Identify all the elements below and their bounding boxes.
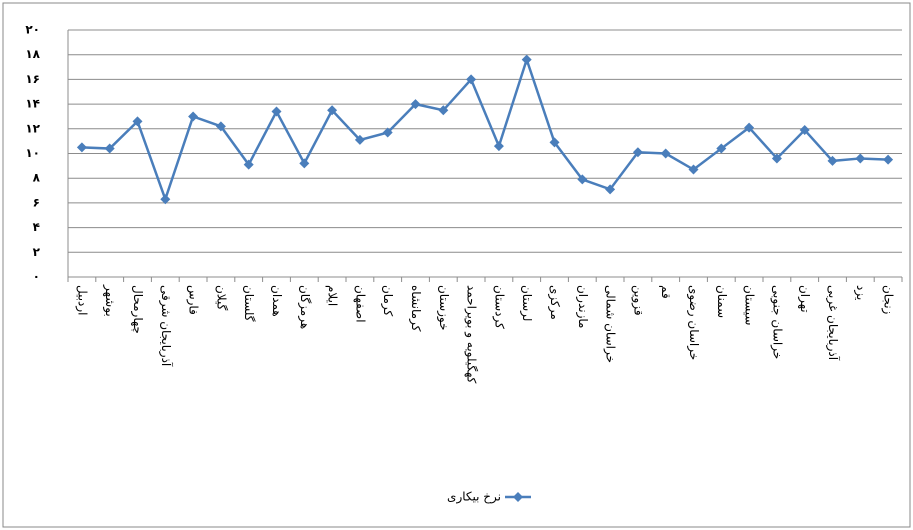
x-tick-label: خوزستان xyxy=(436,285,451,331)
data-point xyxy=(410,99,421,110)
x-tick-label: قزوین xyxy=(630,285,645,316)
x-tick-label: کهگیلویه و بویراحمد xyxy=(464,285,479,384)
x-tick-label: کرمانشاه xyxy=(408,285,423,332)
x-tick-label: خراسان شمالی xyxy=(603,285,618,363)
y-tick-label: ۲۰ xyxy=(25,23,40,37)
x-tick-label: کردستان xyxy=(491,285,506,329)
series-line xyxy=(81,55,889,204)
x-tick-label: قم xyxy=(659,285,673,299)
x-tick-label: سیستان xyxy=(743,285,757,325)
data-point xyxy=(688,164,699,175)
x-tick-label: بوشهر xyxy=(102,284,117,317)
y-tick-label: ۱۶ xyxy=(25,72,40,86)
data-point xyxy=(771,153,782,164)
x-tick-label: خراسان رضوی xyxy=(686,285,701,360)
data-point xyxy=(493,141,504,152)
data-point xyxy=(354,134,365,145)
y-tick-label: ۱۲ xyxy=(25,121,40,135)
data-point xyxy=(271,106,282,117)
y-tick-label: ۸ xyxy=(33,171,41,185)
data-point xyxy=(382,127,393,138)
x-tick-label: لرستان xyxy=(519,285,534,321)
x-tick-label: اصفهان xyxy=(353,285,367,323)
data-point xyxy=(855,153,866,164)
data-point xyxy=(827,155,838,166)
data-point xyxy=(160,194,171,205)
x-tick-label: آذربایجان شرقی xyxy=(158,285,174,367)
x-tick-label: همدان xyxy=(270,285,284,317)
data-point xyxy=(76,142,87,153)
x-tick-label: خراسان جنوبی xyxy=(769,285,784,359)
data-point xyxy=(660,148,671,159)
x-tick-label: گیلان xyxy=(214,285,228,311)
legend-label: نرخ بیکاری xyxy=(447,490,501,505)
x-tick-label: یزد xyxy=(853,285,868,300)
x-tick-label: زنجان xyxy=(881,285,896,315)
data-point xyxy=(215,121,226,132)
legend-marker xyxy=(513,492,523,502)
y-tick-label: ۶ xyxy=(33,195,40,209)
x-tick-label: فارس xyxy=(186,285,201,315)
data-point xyxy=(438,105,449,116)
data-point xyxy=(243,159,254,170)
y-tick-label: ۱۸ xyxy=(25,47,40,61)
data-point xyxy=(132,116,143,127)
y-tick-label: ۱۰ xyxy=(25,146,40,160)
y-tick-label: ۲ xyxy=(33,245,41,259)
data-point xyxy=(549,137,560,148)
data-point xyxy=(577,174,588,185)
x-tick-label: تهران xyxy=(797,285,812,313)
y-tick-label: ۱۴ xyxy=(25,97,40,111)
data-point xyxy=(521,54,532,65)
x-tick-label: آذربایجان غربی xyxy=(825,285,841,361)
x-tick-label: مازندران xyxy=(575,285,590,328)
data-point xyxy=(299,158,310,169)
data-point xyxy=(327,105,338,116)
data-point xyxy=(799,125,810,136)
x-tick-label: گلستان xyxy=(242,285,256,322)
data-point xyxy=(466,74,477,85)
x-tick-label: سمنان xyxy=(715,285,729,318)
x-tick-label: کرمان xyxy=(380,285,395,317)
x-tick-label: ایلام xyxy=(326,285,340,306)
data-point xyxy=(632,147,643,158)
x-tick-label: هرمزگان xyxy=(297,285,312,329)
data-point xyxy=(104,143,115,154)
x-tick-label: مرکزی xyxy=(547,285,562,320)
data-point xyxy=(744,122,755,133)
x-tick-label: اردبیل xyxy=(74,285,89,316)
y-tick-label: ۰ xyxy=(33,270,40,284)
data-point xyxy=(716,143,727,154)
y-tick-label: ۴ xyxy=(33,220,40,234)
data-point xyxy=(883,154,894,165)
x-tick-label: چهارمحال xyxy=(130,285,145,334)
data-point xyxy=(605,184,616,195)
data-point xyxy=(188,111,199,122)
